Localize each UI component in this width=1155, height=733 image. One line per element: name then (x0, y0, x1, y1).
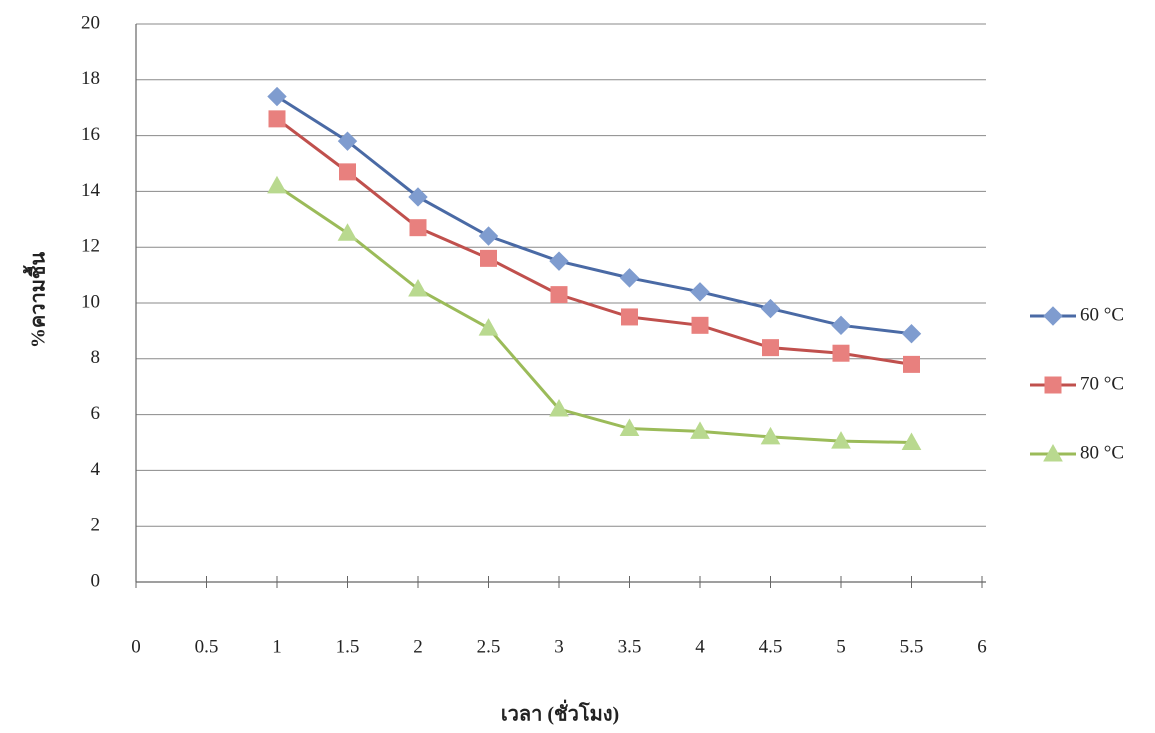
legend-label: 60 °C (1080, 304, 1124, 325)
x-tick-label: 1 (272, 636, 282, 657)
series-line (277, 186, 912, 443)
y-tick-label: 14 (81, 180, 101, 201)
data-point (480, 319, 498, 335)
y-tick-label: 20 (81, 12, 100, 33)
y-axis-title: %ความชื้น (23, 252, 50, 349)
x-tick-label: 3 (554, 636, 564, 657)
data-point (762, 300, 780, 318)
series-line (277, 97, 912, 334)
data-point (481, 250, 497, 266)
legend-marker (1045, 377, 1061, 393)
x-axis-title: เวลา (ชั่วโมง) (501, 699, 619, 726)
y-tick-label: 10 (81, 291, 100, 312)
y-tick-label: 8 (91, 347, 101, 368)
data-point (551, 287, 567, 303)
data-point (480, 227, 498, 245)
data-point (691, 283, 709, 301)
chart: เวลา (ชั่วโมง) %ความชื้น 024681012141618… (0, 0, 1155, 733)
x-tick-label: 2 (413, 636, 423, 657)
data-point (269, 111, 285, 127)
y-tick-label: 6 (91, 403, 101, 424)
y-tick-label: 0 (91, 570, 101, 591)
x-tick-label: 3.5 (618, 636, 642, 657)
data-point (832, 316, 850, 334)
x-tick-label: 6 (977, 636, 987, 657)
data-point (833, 345, 849, 361)
y-tick-label: 12 (81, 236, 100, 257)
x-tick-label: 2.5 (477, 636, 501, 657)
x-tick-label: 1.5 (336, 636, 360, 657)
data-point (268, 88, 286, 106)
data-point (692, 317, 708, 333)
legend-marker (1044, 307, 1062, 325)
data-point (550, 252, 568, 270)
y-tick-label: 2 (91, 515, 101, 536)
data-point (339, 224, 357, 240)
x-tick-label: 4 (695, 636, 705, 657)
x-tick-label: 0.5 (195, 636, 219, 657)
x-tick-label: 5.5 (900, 636, 924, 657)
legend-label: 70 °C (1080, 373, 1124, 394)
data-point (621, 269, 639, 287)
x-tick-label: 5 (836, 636, 846, 657)
y-tick-label: 18 (81, 68, 100, 89)
x-tick-label: 4.5 (759, 636, 783, 657)
legend-label: 80 °C (1080, 442, 1124, 463)
y-tick-label: 4 (91, 459, 101, 480)
data-point (268, 177, 286, 193)
y-tick-label: 16 (81, 124, 100, 145)
data-point (904, 356, 920, 372)
data-point (763, 340, 779, 356)
x-tick-label: 0 (131, 636, 141, 657)
data-point (340, 164, 356, 180)
data-point (622, 309, 638, 325)
series-line (277, 119, 912, 365)
data-point (903, 325, 921, 343)
page: {"chart_data": {"type": "line", "x_label… (0, 0, 1155, 733)
data-point (410, 220, 426, 236)
